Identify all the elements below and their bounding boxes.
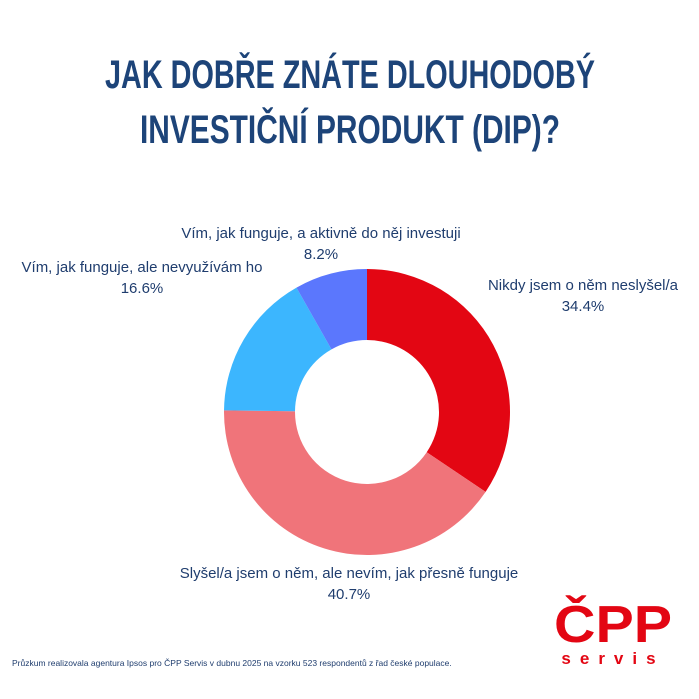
slice-label: Vím, jak funguje, a aktivně do něj inves… [181,225,460,242]
donut-slice [367,269,510,492]
chart-title: JAK DOBŘE ZNÁTE DLOUHODOBÝ [105,51,595,97]
logo-sub: servis [561,649,664,668]
slice-value: 40.7% [328,586,371,603]
slice-label: Slyšel/a jsem o něm, ale nevím, jak přes… [180,565,519,582]
slice-value: 34.4% [562,298,605,315]
logo: ČPP [554,595,672,654]
slice-label: Nikdy jsem o něm neslyšel/a [488,277,679,294]
donut-slice [296,269,367,350]
chart-title: INVESTIČNÍ PRODUKT (DIP)? [140,106,560,152]
donut-slice [224,410,486,556]
slice-value: 16.6% [121,280,164,297]
donut-slice [224,287,332,412]
slice-label: Vím, jak funguje, ale nevyužívám ho [22,259,263,276]
footnote: Průzkum realizovala agentura Ipsos pro Č… [12,658,452,668]
slice-value: 8.2% [304,246,338,263]
